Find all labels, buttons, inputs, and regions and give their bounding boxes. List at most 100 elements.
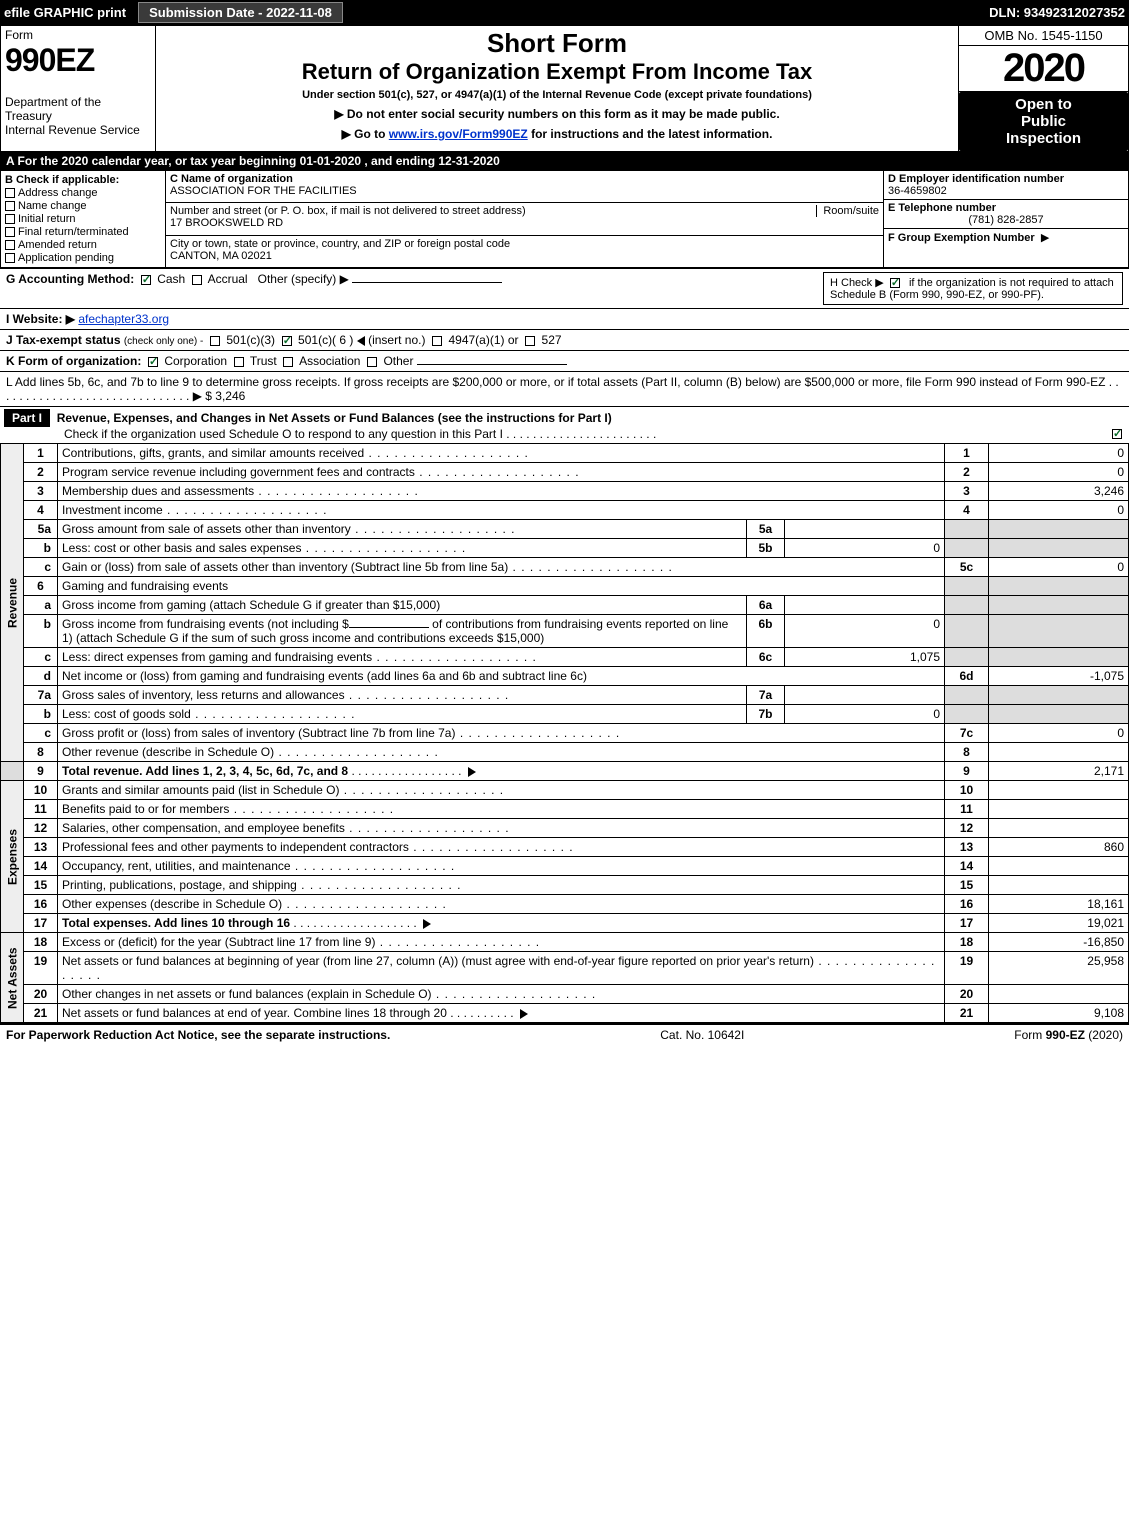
check-cash[interactable] [141,275,151,285]
check-accrual[interactable] [192,275,202,285]
entity-block: B Check if applicable: Address change Na… [0,170,1129,268]
line-desc: Contributions, gifts, grants, and simila… [58,444,945,463]
submission-date-button[interactable]: Submission Date - 2022-11-08 [138,2,343,23]
form-word: Form [5,28,151,42]
check-4947[interactable] [432,336,442,346]
main-title: Return of Organization Exempt From Incom… [160,59,954,85]
form-id-cell: Form 990EZ Department of the Treasury In… [1,26,156,152]
title-cell: Short Form Return of Organization Exempt… [156,26,959,152]
check-501c[interactable] [282,336,292,346]
irs-link[interactable]: www.irs.gov/Form990EZ [389,127,528,141]
phone-value: (781) 828-2857 [888,214,1124,226]
room-label: Room/suite [816,205,879,217]
form-number: 990EZ [5,42,151,79]
arrow-icon [520,1009,528,1019]
check-amended-return[interactable]: Amended return [5,239,161,251]
form-header-table: Form 990EZ Department of the Treasury In… [0,25,1129,152]
goto-pre: ▶ Go to [342,127,389,141]
check-address-change[interactable]: Address change [5,187,161,199]
arrow-icon [468,767,476,777]
expenses-side-label: Expenses [1,781,24,933]
street-value: 17 BROOKSWELD RD [170,217,879,229]
open-line2: Public [963,113,1124,130]
open-line1: Open to [963,96,1124,113]
addr-label: Number and street (or P. O. box, if mail… [170,205,526,217]
goto-post: for instructions and the latest informat… [528,127,773,141]
dept-label: Department of the Treasury [5,95,151,123]
part1-check-note: Check if the organization used Schedule … [64,427,656,441]
ein-value: 36-4659802 [888,185,1124,197]
e-label: E Telephone number [888,202,1124,214]
line-6b-desc: Gross income from fundraising events (no… [58,615,747,648]
i-label: I Website: ▶ [6,312,75,326]
tax-year-bar: A For the 2020 calendar year, or tax yea… [0,152,1129,170]
revenue-side-label: Revenue [1,444,24,762]
city-value: CANTON, MA 02021 [170,250,879,262]
check-application-pending[interactable]: Application pending [5,252,161,264]
open-line3: Inspection [963,130,1124,147]
right-header-cell: OMB No. 1545-1150 2020 [959,26,1129,92]
check-assoc[interactable] [283,357,293,367]
goto-note: ▶ Go to www.irs.gov/Form990EZ for instru… [160,127,954,141]
org-name: ASSOCIATION FOR THE FACILITIES [170,185,879,197]
city-label: City or town, state or province, country… [170,238,879,250]
g-label: G Accounting Method: [6,272,134,286]
check-name-change[interactable]: Name change [5,200,161,212]
f-arrow: ▶ [1041,232,1049,244]
check-schedule-o[interactable] [1112,429,1122,439]
tax-year: 2020 [959,46,1128,91]
check-527[interactable] [525,336,535,346]
row-k: K Form of organization: Corporation Trus… [0,350,1129,371]
c-label: C Name of organization [170,173,879,185]
org-street-cell: Number and street (or P. O. box, if mail… [166,203,884,235]
check-other-org[interactable] [367,357,377,367]
lines-table: Revenue 1 Contributions, gifts, grants, … [0,443,1129,1023]
subtitle: Under section 501(c), 527, or 4947(a)(1)… [160,89,954,101]
netassets-side-label: Net Assets [1,933,24,1023]
row-j: J Tax-exempt status (check only one) - 5… [0,329,1129,350]
check-corp[interactable] [148,357,158,367]
footer-cat: Cat. No. 10642I [660,1028,744,1042]
footer-left: For Paperwork Reduction Act Notice, see … [6,1028,390,1042]
check-trust[interactable] [234,357,244,367]
page-footer: For Paperwork Reduction Act Notice, see … [0,1023,1129,1045]
arrow-icon [423,919,431,929]
section-b-title: B Check if applicable: [5,174,161,186]
f-label: F Group Exemption Number [888,232,1035,244]
h-pre: H Check ▶ [830,277,884,289]
line-val: 0 [989,444,1129,463]
row-i: I Website: ▶ afechapter33.org [0,308,1129,329]
check-final-return[interactable]: Final return/terminated [5,226,161,238]
part1-label: Part I [4,409,50,427]
omb-number: OMB No. 1545-1150 [959,26,1128,46]
right-info-col: D Employer identification number 36-4659… [884,171,1129,268]
check-initial-return[interactable]: Initial return [5,213,161,225]
part1-title: Revenue, Expenses, and Changes in Net As… [57,411,612,425]
other-specify-line[interactable] [352,282,502,283]
part1-header: Part I Revenue, Expenses, and Changes in… [0,406,1129,443]
ssn-warning: ▶ Do not enter social security numbers o… [160,107,954,121]
row-g-h: G Accounting Method: Cash Accrual Other … [0,268,1129,308]
line-21-desc: Net assets or fund balances at end of ye… [58,1004,945,1023]
top-bar: efile GRAPHIC print Submission Date - 20… [0,0,1129,25]
open-public-cell: Open to Public Inspection [959,92,1129,152]
open-to-public-box: Open to Public Inspection [959,92,1128,151]
website-link[interactable]: afechapter33.org [78,312,169,326]
check-501c3[interactable] [210,336,220,346]
irs-label: Internal Revenue Service [5,123,151,137]
efile-label: efile GRAPHIC print [4,5,126,20]
other-org-line[interactable] [417,364,567,365]
j-label: J Tax-exempt status [6,333,121,347]
check-h[interactable] [890,278,900,288]
insert-arrow-icon [357,336,365,346]
org-city-cell: City or town, state or province, country… [166,235,884,267]
line-rn: 1 [945,444,989,463]
row-h-box: H Check ▶ if the organization is not req… [823,272,1123,305]
contrib-blank[interactable] [349,627,429,628]
k-label: K Form of organization: [6,354,141,368]
line-9-desc: Total revenue. Add lines 1, 2, 3, 4, 5c,… [58,762,945,781]
j-small: (check only one) - [124,336,203,347]
short-form-title: Short Form [160,28,954,59]
line-17-desc: Total expenses. Add lines 10 through 16 … [58,914,945,933]
row-l: L Add lines 5b, 6c, and 7b to line 9 to … [0,371,1129,406]
